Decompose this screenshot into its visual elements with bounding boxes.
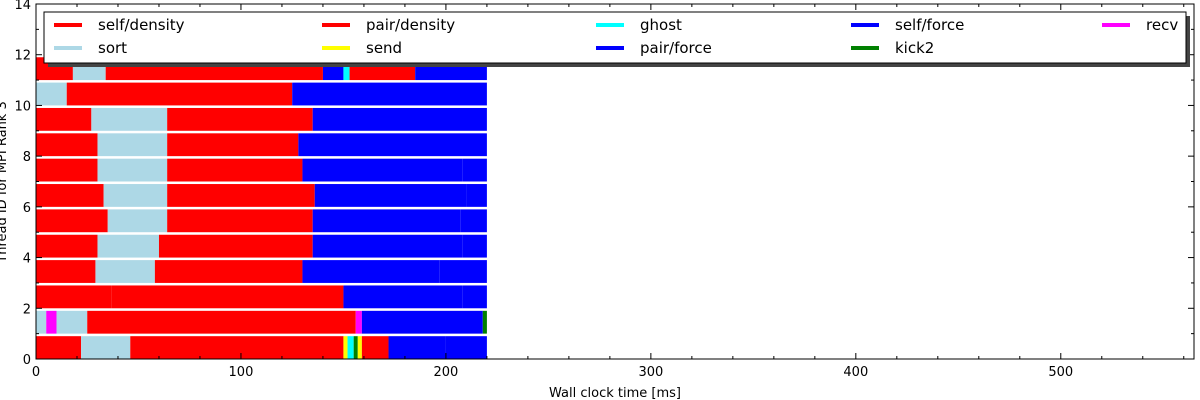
task-segment: [314, 184, 467, 207]
x-tick-label: 0: [32, 365, 40, 380]
legend-label: ghost: [640, 16, 682, 34]
task-segment: [91, 107, 168, 131]
task-segment: [167, 184, 315, 207]
task-segment: [36, 310, 47, 334]
task-segment: [36, 133, 98, 157]
y-tick-label: 0: [23, 353, 31, 368]
x-axis: 0 100 200 300 400 500: [32, 4, 1185, 380]
y-tick-label: 14: [14, 0, 31, 13]
task-segment: [97, 158, 168, 182]
task-segment: [167, 107, 313, 131]
y-tick-label: 10: [14, 99, 31, 114]
task-segment: [361, 336, 389, 359]
task-segment: [312, 107, 487, 131]
y-tick-label: 6: [23, 201, 31, 216]
task-segment: [36, 158, 98, 182]
task-segment: [95, 260, 155, 283]
task-segment: [107, 209, 168, 233]
task-segment: [460, 209, 487, 233]
x-axis-title: Wall clock time [ms]: [549, 386, 681, 400]
task-segment: [87, 310, 356, 334]
task-segment: [462, 285, 487, 309]
task-segment: [292, 82, 487, 106]
x-tick-label: 400: [843, 365, 868, 380]
task-segment: [97, 133, 168, 157]
task-segment: [353, 336, 358, 359]
task-segment: [36, 336, 82, 359]
task-segment: [66, 82, 293, 106]
task-segment: [36, 234, 98, 258]
task-segment: [56, 310, 88, 334]
legend-label: pair/force: [640, 39, 712, 57]
y-tick-label: 8: [23, 150, 31, 165]
task-segment: [158, 234, 313, 258]
task-segment: [312, 234, 463, 258]
y-tick-label: 4: [23, 252, 31, 267]
x-tick-label: 100: [229, 365, 254, 380]
legend-label: recv: [1146, 16, 1178, 34]
task-segment: [167, 158, 303, 182]
legend: self/density sort pair/density send ghost pai…: [43, 11, 1190, 67]
task-segment: [36, 209, 108, 233]
task-segment: [355, 310, 362, 334]
x-tick-label: 200: [433, 365, 458, 380]
task-segment: [81, 336, 131, 359]
task-segment: [154, 260, 303, 283]
task-segment: [36, 260, 96, 283]
task-segment: [343, 285, 463, 309]
task-segment: [36, 285, 112, 309]
legend-label: kick2: [895, 39, 934, 57]
task-segment: [466, 184, 487, 207]
y-axis: 0 2 4 6 8 10 12 14: [14, 0, 1194, 368]
legend-label: self/density: [98, 16, 185, 34]
task-segment: [343, 336, 348, 359]
legend-box: [43, 11, 1187, 64]
task-segment: [462, 234, 487, 258]
task-segment: [445, 336, 487, 359]
task-segment: [357, 336, 362, 359]
task-segment: [130, 336, 344, 359]
task-segment: [361, 310, 483, 334]
legend-label: send: [366, 39, 402, 57]
task-segment: [462, 158, 487, 182]
task-segment: [36, 184, 104, 207]
task-segment: [302, 158, 463, 182]
task-segment: [312, 209, 461, 233]
task-segment: [36, 107, 92, 131]
task-segment: [103, 184, 168, 207]
y-tick-label: 2: [23, 302, 31, 317]
task-segment: [388, 336, 446, 359]
legend-label: pair/density: [366, 16, 455, 34]
y-tick-label: 12: [14, 49, 31, 64]
thread-bars: [36, 57, 487, 359]
task-segment: [46, 310, 57, 334]
y-axis-title: Thread ID for MPI Rank 3: [0, 101, 10, 263]
task-segment: [439, 260, 487, 283]
task-segment: [36, 82, 67, 106]
legend-label: sort: [98, 39, 127, 57]
task-segment: [343, 57, 350, 81]
task-segment: [167, 209, 313, 233]
task-segment: [97, 234, 159, 258]
legend-label: self/force: [895, 16, 964, 34]
task-segment: [302, 260, 440, 283]
task-segment: [167, 133, 299, 157]
x-tick-label: 500: [1048, 365, 1073, 380]
task-segment: [347, 336, 354, 359]
task-segment: [298, 133, 487, 157]
task-segment: [482, 310, 487, 334]
x-tick-label: 300: [638, 365, 663, 380]
task-segment: [111, 285, 344, 309]
